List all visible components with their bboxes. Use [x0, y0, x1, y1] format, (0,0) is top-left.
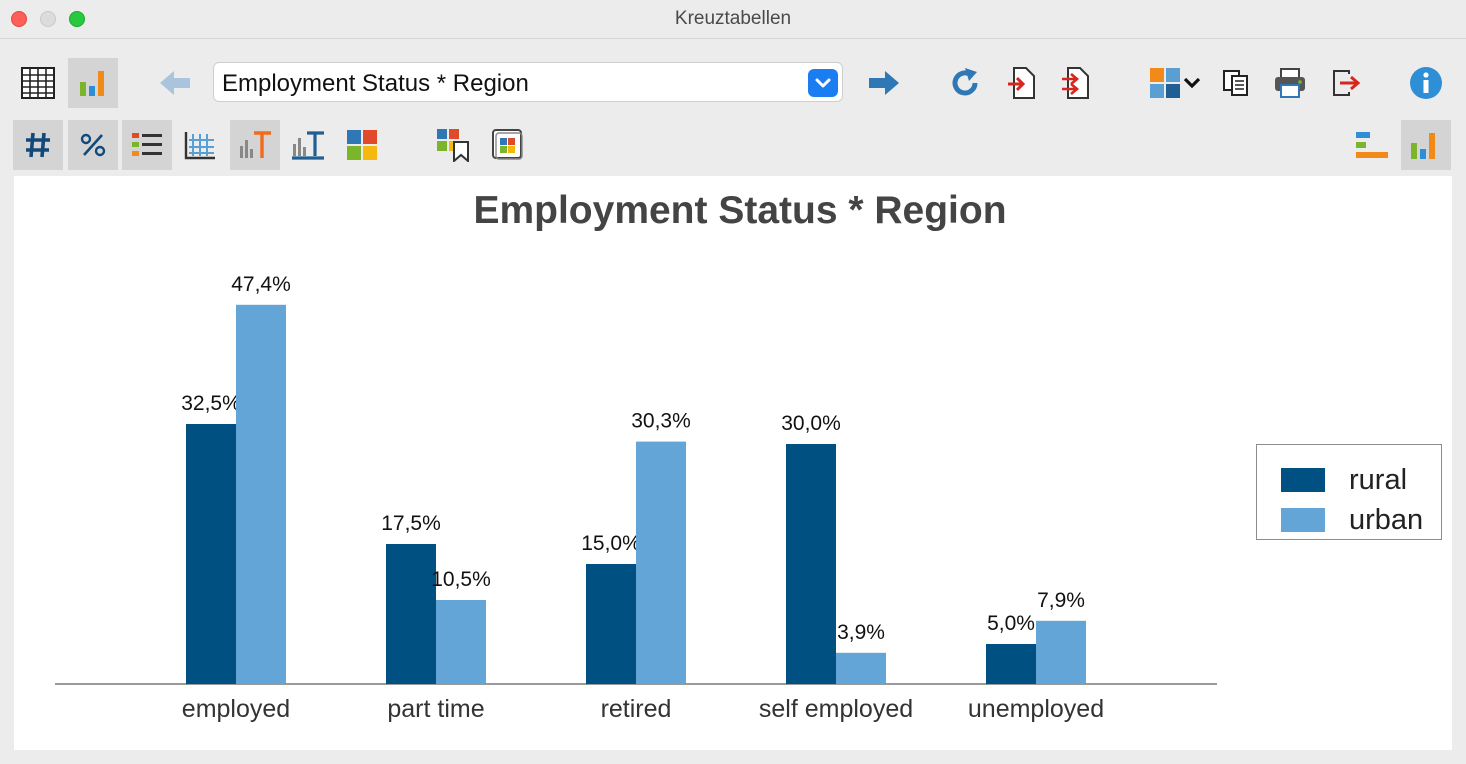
close-window-button[interactable] — [11, 11, 27, 27]
legend-item-urban: urban — [1281, 503, 1424, 536]
table-view-button[interactable] — [13, 58, 63, 108]
x-tick-label-retired: retired — [601, 695, 672, 723]
bar-urban-part-time — [436, 600, 486, 684]
window-palette-button[interactable] — [483, 120, 533, 170]
bookmark-chart-button[interactable] — [428, 120, 478, 170]
copy-icon — [1223, 70, 1248, 96]
window-palette-icon — [492, 129, 523, 160]
table-view-icon — [21, 67, 55, 99]
refresh-icon — [952, 68, 978, 96]
chart-title: Employment Status * Region — [473, 189, 1006, 232]
minimize-window-button[interactable] — [40, 11, 56, 27]
bar-chart-title-icon — [292, 131, 324, 160]
grid-icon — [184, 132, 215, 160]
forward-arrow-icon — [869, 71, 899, 95]
exit-icon — [1333, 70, 1361, 96]
bar-urban-retired — [636, 441, 686, 684]
bar-chart: Employment Status * Region 32,5% 47,4% emp… — [55, 189, 1217, 723]
grid-button[interactable] — [175, 120, 225, 170]
export-icon — [1008, 67, 1035, 99]
copy-button[interactable] — [1211, 58, 1261, 108]
data-label-urban-part-time: 10,5% — [431, 568, 491, 591]
bar-rural-retired — [586, 564, 636, 684]
dropdown-toggle-button[interactable] — [808, 69, 838, 97]
data-label-rural-employed: 32,5% — [181, 392, 241, 415]
main-panel: Employment Status * Region — [0, 40, 1466, 764]
chevron-down-icon — [815, 78, 831, 88]
absolute-values-button[interactable] — [13, 120, 63, 170]
legend-label-rural: rural — [1349, 463, 1408, 496]
print-button[interactable] — [1265, 58, 1315, 108]
color-palette-icon — [347, 130, 377, 160]
data-label-urban-self-employed: 3,9% — [837, 621, 885, 644]
chart-pane: Employment Status * Region 32,5% 47,4% emp… — [14, 176, 1452, 750]
chart-legend: rural urban — [1256, 444, 1442, 540]
x-tick-label-employed: employed — [182, 695, 290, 723]
table-selector-dropdown[interactable]: Employment Status * Region — [213, 62, 843, 102]
legend-label-urban: urban — [1349, 503, 1424, 536]
info-icon — [1410, 67, 1442, 99]
percent-icon — [80, 133, 106, 157]
export-button[interactable] — [996, 58, 1046, 108]
puzzle-icon — [1150, 68, 1180, 98]
refresh-button[interactable] — [940, 58, 990, 108]
data-label-urban-unemployed: 7,9% — [1037, 589, 1085, 612]
data-label-rural-part-time: 17,5% — [381, 512, 441, 535]
column-chart-title-button[interactable] — [230, 120, 280, 170]
vertical-bar-chart-button[interactable] — [1401, 120, 1451, 170]
vertical-bar-icon — [1411, 133, 1435, 159]
info-button[interactable] — [1401, 58, 1451, 108]
color-palette-button[interactable] — [337, 120, 387, 170]
bookmark-chart-icon — [437, 129, 469, 162]
legend-swatch-rural — [1281, 468, 1325, 492]
x-tick-label-unemployed: unemployed — [968, 695, 1104, 723]
list-icon — [132, 133, 162, 156]
export-all-icon — [1062, 67, 1089, 99]
exit-button[interactable] — [1321, 58, 1371, 108]
percent-values-button[interactable] — [68, 120, 118, 170]
table-selector-value: Employment Status * Region — [222, 70, 529, 97]
data-label-urban-employed: 47,4% — [231, 273, 291, 296]
legend-swatch-urban — [1281, 508, 1325, 532]
forward-button[interactable] — [859, 58, 909, 108]
chart-view-button[interactable] — [68, 58, 118, 108]
hash-icon — [26, 132, 50, 158]
plugins-menu-button[interactable] — [1140, 58, 1210, 108]
maximize-window-button[interactable] — [69, 11, 85, 27]
bar-rural-employed — [186, 424, 236, 684]
bar-rural-unemployed — [986, 644, 1036, 684]
legend-item-rural: rural — [1281, 463, 1408, 496]
list-view-button[interactable] — [122, 120, 172, 170]
bar-urban-self-employed — [836, 652, 886, 684]
bar-rural-self-employed — [786, 444, 836, 684]
bar-chart-title-button[interactable] — [283, 120, 333, 170]
horizontal-bar-icon — [1356, 132, 1388, 158]
horizontal-bar-chart-button[interactable] — [1347, 120, 1397, 170]
back-button[interactable] — [150, 58, 200, 108]
data-label-rural-retired: 15,0% — [581, 532, 641, 555]
print-icon — [1275, 68, 1305, 98]
data-label-rural-self-employed: 30,0% — [781, 412, 841, 435]
title-bar: Kreuztabellen — [0, 0, 1466, 39]
data-label-urban-retired: 30,3% — [631, 410, 691, 433]
x-tick-label-part-time: part time — [387, 695, 484, 723]
column-chart-title-icon — [240, 131, 271, 158]
bar-group: 32,5% 47,4% employed 17,5% 10,5% part time 15,… — [181, 273, 1104, 723]
window-title: Kreuztabellen — [674, 8, 792, 29]
data-label-rural-unemployed: 5,0% — [987, 612, 1035, 635]
x-tick-label-self-employed: self employed — [759, 695, 913, 723]
back-arrow-icon — [160, 71, 190, 95]
chart-view-icon — [80, 71, 104, 96]
chevron-down-icon — [1183, 77, 1201, 89]
bar-urban-unemployed — [1036, 620, 1086, 684]
bar-rural-part-time — [386, 544, 436, 684]
export-all-button[interactable] — [1050, 58, 1100, 108]
bar-urban-employed — [236, 304, 286, 684]
